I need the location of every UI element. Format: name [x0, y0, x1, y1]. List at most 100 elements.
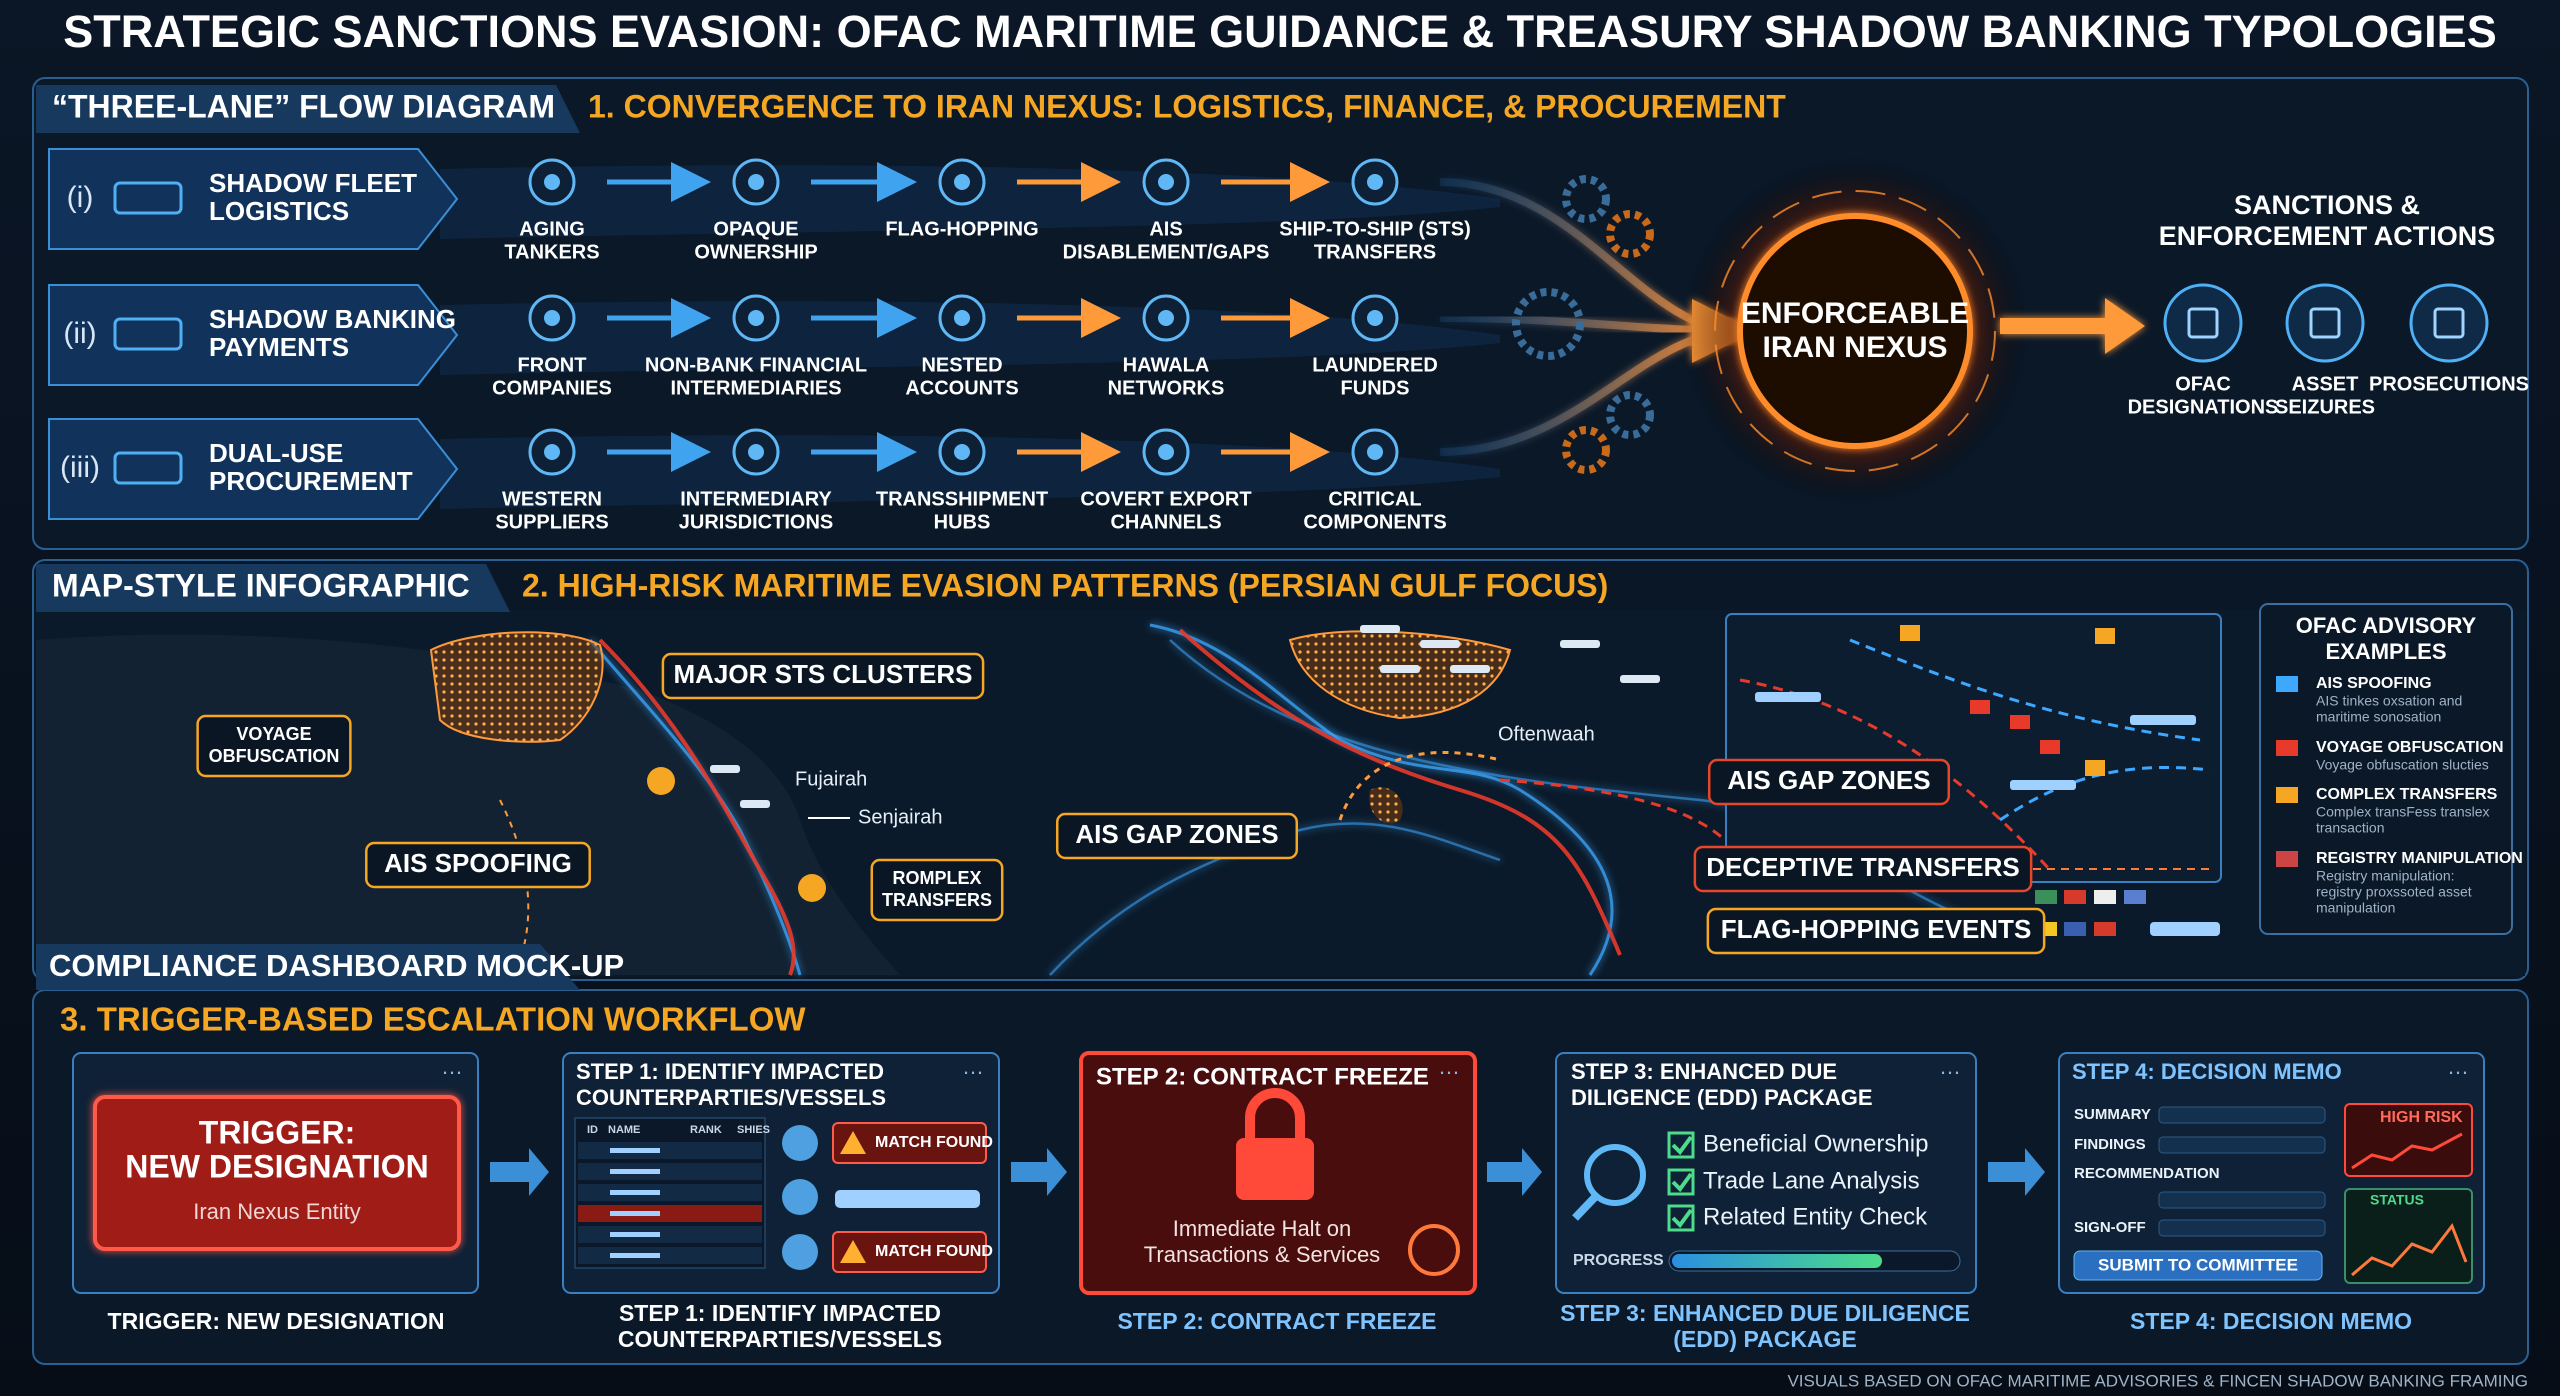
step-label: NESTED	[921, 354, 1002, 376]
hub-arrow	[2000, 298, 2145, 354]
callout-label: OBFUSCATION	[209, 746, 340, 766]
step-label: NETWORKS	[1108, 377, 1225, 399]
card-header: STEP 3: ENHANCED DUE	[1571, 1059, 1837, 1084]
callout-label: AIS GAP ZONES	[1075, 819, 1278, 849]
gear	[1562, 175, 1610, 223]
lane-label: PAYMENTS	[209, 332, 349, 362]
step-icon-dot	[544, 310, 560, 326]
step-label: NON-BANK FINANCIAL	[645, 354, 867, 376]
legend-item-name: VOYAGE OBFUSCATION	[2316, 739, 2504, 756]
section-tag	[36, 564, 510, 612]
hub-ring	[1737, 213, 1973, 449]
step-icon-dot	[954, 310, 970, 326]
workflow-arrow	[1011, 1148, 1067, 1196]
table-row	[578, 1142, 762, 1159]
check-box	[1667, 1168, 1695, 1196]
status-label: STATUS	[2370, 1192, 2424, 1208]
section-tag-label: MAP-STYLE INFOGRAPHIC	[52, 567, 470, 603]
magnifier	[1584, 1144, 1646, 1206]
callout-box	[661, 652, 985, 700]
check-box	[1667, 1131, 1695, 1159]
check-label: Beneficial Ownership	[1703, 1130, 1928, 1157]
memo-field	[2158, 1219, 2326, 1237]
footer-note: VISUALS BASED ON OFAC MARITIME ADVISORIE…	[1787, 1371, 2528, 1390]
lane-icon	[113, 181, 183, 215]
trigger-title: NEW DESIGNATION	[125, 1148, 428, 1184]
alert-icon	[840, 1131, 866, 1154]
card-header: COUNTERPARTIES/VESSELS	[576, 1085, 886, 1110]
map-art	[36, 610, 2525, 976]
step-label: OWNERSHIP	[694, 241, 817, 263]
step-label: TRANSSHIPMENT	[876, 488, 1048, 510]
lane-icon	[113, 317, 183, 351]
actions-title: ENFORCEMENT ACTIONS	[2159, 221, 2496, 251]
action-label: DESIGNATIONS	[2128, 396, 2279, 418]
callout-label: VOYAGE	[236, 724, 311, 744]
submit-button-label[interactable]: SUBMIT TO COMMITTEE	[2098, 1255, 2298, 1274]
step-label: DISABLEMENT/GAPS	[1063, 241, 1270, 263]
lane-label: SHADOW FLEET	[209, 168, 417, 198]
card-menu-dots: …	[1438, 1054, 1460, 1079]
hub-label: ENFORCEABLE	[1741, 297, 1969, 330]
action-glyph	[2433, 307, 2465, 339]
lane-numeral: (iii)	[60, 451, 100, 484]
legend-item-desc: maritime sonosation	[2316, 709, 2441, 725]
lane-label: SHADOW BANKING	[209, 304, 456, 334]
lock-body	[1236, 1138, 1314, 1200]
place-label: Oftenwaah	[1498, 723, 1595, 745]
step-icon-dot	[1367, 444, 1383, 460]
status-chart	[2351, 1222, 2468, 1277]
check-label: Trade Lane Analysis	[1703, 1167, 1920, 1194]
risk-box	[2344, 1103, 2473, 1177]
action-label: ASSET	[2292, 373, 2359, 395]
card-body: Transactions & Services	[1144, 1242, 1380, 1267]
step-icon-dot	[954, 174, 970, 190]
row-vessel	[610, 1169, 660, 1174]
check-box	[1667, 1204, 1695, 1232]
step-label: FUNDS	[1341, 377, 1410, 399]
progress-label: PROGRESS	[1573, 1252, 1664, 1269]
table-column: NAME	[608, 1124, 640, 1136]
table-row	[578, 1226, 762, 1243]
step-icon-dot	[544, 174, 560, 190]
card-menu-dots: …	[1939, 1054, 1961, 1079]
lock-shackle	[1245, 1088, 1305, 1140]
step-label: TANKERS	[504, 241, 599, 263]
gear	[1512, 288, 1584, 360]
action-label: OFAC	[2175, 373, 2231, 395]
card-header: STEP 2: CONTRACT FREEZE	[1096, 1063, 1429, 1090]
table-column: RANK	[690, 1124, 722, 1136]
table-column: ID	[587, 1124, 598, 1136]
step-label: TRANSFERS	[1314, 241, 1436, 263]
step-label: COVERT EXPORT	[1080, 488, 1251, 510]
workflow-arrow	[1487, 1148, 1542, 1196]
check-mark	[1671, 1208, 1693, 1229]
callout-label: MAJOR STS CLUSTERS	[673, 659, 972, 689]
section-tag-label: COMPLIANCE DASHBOARD MOCK-UP	[49, 948, 624, 983]
action-icon	[2409, 283, 2489, 363]
trigger-subtitle: Iran Nexus Entity	[193, 1199, 361, 1224]
legend-item-name: REGISTRY MANIPULATION	[2316, 850, 2523, 867]
step-icon-dot	[1367, 174, 1383, 190]
card-caption: STEP 1: IDENTIFY IMPACTED	[619, 1300, 941, 1326]
step-icon-dot	[1158, 444, 1174, 460]
row-vessel	[610, 1232, 660, 1237]
step-icon-dot	[954, 444, 970, 460]
legend-flag	[2276, 740, 2298, 756]
section-tag	[36, 944, 580, 990]
lane-icon	[113, 451, 183, 485]
submit-button[interactable]	[2073, 1250, 2323, 1281]
callout-box	[196, 714, 352, 778]
step-label: INTERMEDIARY	[680, 488, 832, 510]
memo-field-label: SUMMARY	[2074, 1106, 2151, 1123]
callout-label: DECEPTIVE TRANSFERS	[1706, 852, 2020, 882]
legend-title: OFAC ADVISORY	[2296, 613, 2477, 638]
workflow-arrow	[490, 1148, 549, 1196]
card-caption: STEP 4: DECISION MEMO	[2130, 1308, 2412, 1334]
step-label: SUPPLIERS	[495, 511, 608, 533]
callout-label: FLAG-HOPPING EVENTS	[1721, 914, 2032, 944]
step-icon-dot	[1367, 310, 1383, 326]
actions-title: SANCTIONS &	[2234, 190, 2420, 220]
memo-field	[2158, 1191, 2326, 1209]
